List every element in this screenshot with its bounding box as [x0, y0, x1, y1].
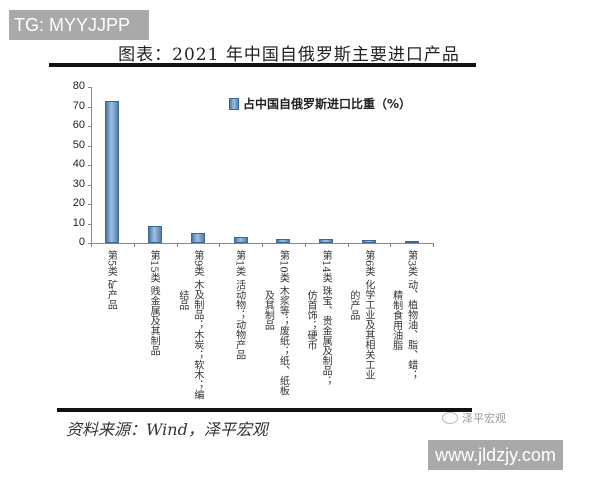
y-tick-label: 40 [72, 158, 85, 170]
y-tick-label: 10 [72, 216, 85, 229]
bar [233, 237, 248, 243]
x-tick-mark [304, 243, 306, 247]
x-label-line: 及其制品 [262, 290, 274, 330]
bottom-divider [57, 408, 472, 412]
x-tick-label: 第1类 活动物；动物产品 [233, 250, 245, 360]
x-tick-mark [390, 243, 392, 247]
legend: 占中国自俄罗斯进口比重（%） [229, 95, 411, 112]
x-label-line: 第10类 木浆等；废纸；纸、纸板 [277, 250, 289, 396]
y-tick-label: 50 [72, 138, 85, 151]
x-label-line: 的产品 [347, 290, 359, 320]
y-tick-mark [88, 106, 92, 108]
y-tick-label: 70 [72, 99, 85, 112]
y-tick-mark [88, 204, 92, 205]
legend-label: 占中国自俄罗斯进口比重（%） [243, 97, 412, 111]
x-label-line: 第14类 珠宝、贵金属及制品； [320, 250, 332, 386]
x-tick-mark [91, 243, 92, 247]
y-tick-mark [88, 243, 92, 244]
x-tick-mark [433, 243, 434, 247]
source-note: 资料来源：Wind，泽平宏观 [66, 420, 268, 439]
x-tick-label: 第3类 动、植物油、脂、蜡； 精制食用油脂 [390, 250, 417, 380]
brand-mark: 泽平宏观 [442, 410, 506, 426]
title-divider [49, 63, 476, 67]
y-tick-label: 80 [72, 80, 85, 92]
x-tick-mark [176, 243, 178, 247]
y-tick-mark [88, 165, 92, 166]
y-tick-mark [88, 145, 92, 147]
y-tick-label: 60 [72, 119, 85, 131]
x-label-line: 第6类 化学工业及其相关工业 [362, 250, 374, 380]
x-tick-mark [347, 243, 349, 247]
brand-label: 泽平宏观 [462, 412, 506, 425]
x-label-line: 仿首饰；硬币 [305, 290, 317, 350]
x-label-line: 结品 [176, 290, 188, 310]
bar [361, 240, 376, 243]
legend-swatch [229, 97, 239, 110]
x-label-line: 第15类 贱金属及其制品 [148, 250, 160, 356]
bar [105, 101, 120, 243]
watermark-top: TG: MYYJJPP [9, 10, 149, 40]
chart-title: 图表：2021 年中国自俄罗斯主要进口产品 [118, 45, 460, 65]
x-label-line: 精制食用油脂 [390, 290, 402, 350]
x-label-line: 第9类 木及制品；木炭；软木；编 [191, 250, 203, 400]
watermark-bottom: www.jldzjy.com [428, 440, 563, 470]
x-tick-label: 第9类 木及制品；木炭；软木；编 结品 [176, 250, 203, 400]
y-tick-label: 20 [72, 197, 85, 209]
x-tick-label: 第6类 化学工业及其相关工业 的产品 [347, 250, 374, 380]
x-label-line: 第5类 矿产品 [105, 250, 117, 310]
y-tick-label: 0 [78, 236, 85, 248]
bar [319, 239, 334, 243]
bar [276, 239, 291, 243]
x-tick-mark [262, 243, 263, 247]
x-tick-mark [133, 243, 135, 247]
x-label-line: 第1类 活动物；动物产品 [233, 250, 245, 360]
x-label-line: 第3类 动、植物油、脂、蜡； [405, 250, 417, 380]
y-tick-mark [88, 184, 92, 186]
bar [148, 225, 163, 243]
y-tick-mark [88, 87, 92, 88]
x-tick-label: 第10类 木浆等；废纸；纸、纸板 及其制品 [261, 250, 288, 396]
x-tick-label: 第5类 矿产品 [104, 250, 116, 310]
bar [404, 240, 419, 243]
y-tick-mark [88, 223, 92, 225]
bar [190, 233, 205, 243]
x-tick-mark [219, 243, 221, 247]
wechat-icon [442, 412, 458, 424]
x-tick-label: 第15类 贱金属及其制品 [147, 250, 159, 356]
x-tick-label: 第14类 珠宝、贵金属及制品； 仿首饰；硬币 [304, 250, 331, 386]
y-tick-mark [88, 126, 92, 127]
y-tick-label: 30 [72, 177, 85, 190]
